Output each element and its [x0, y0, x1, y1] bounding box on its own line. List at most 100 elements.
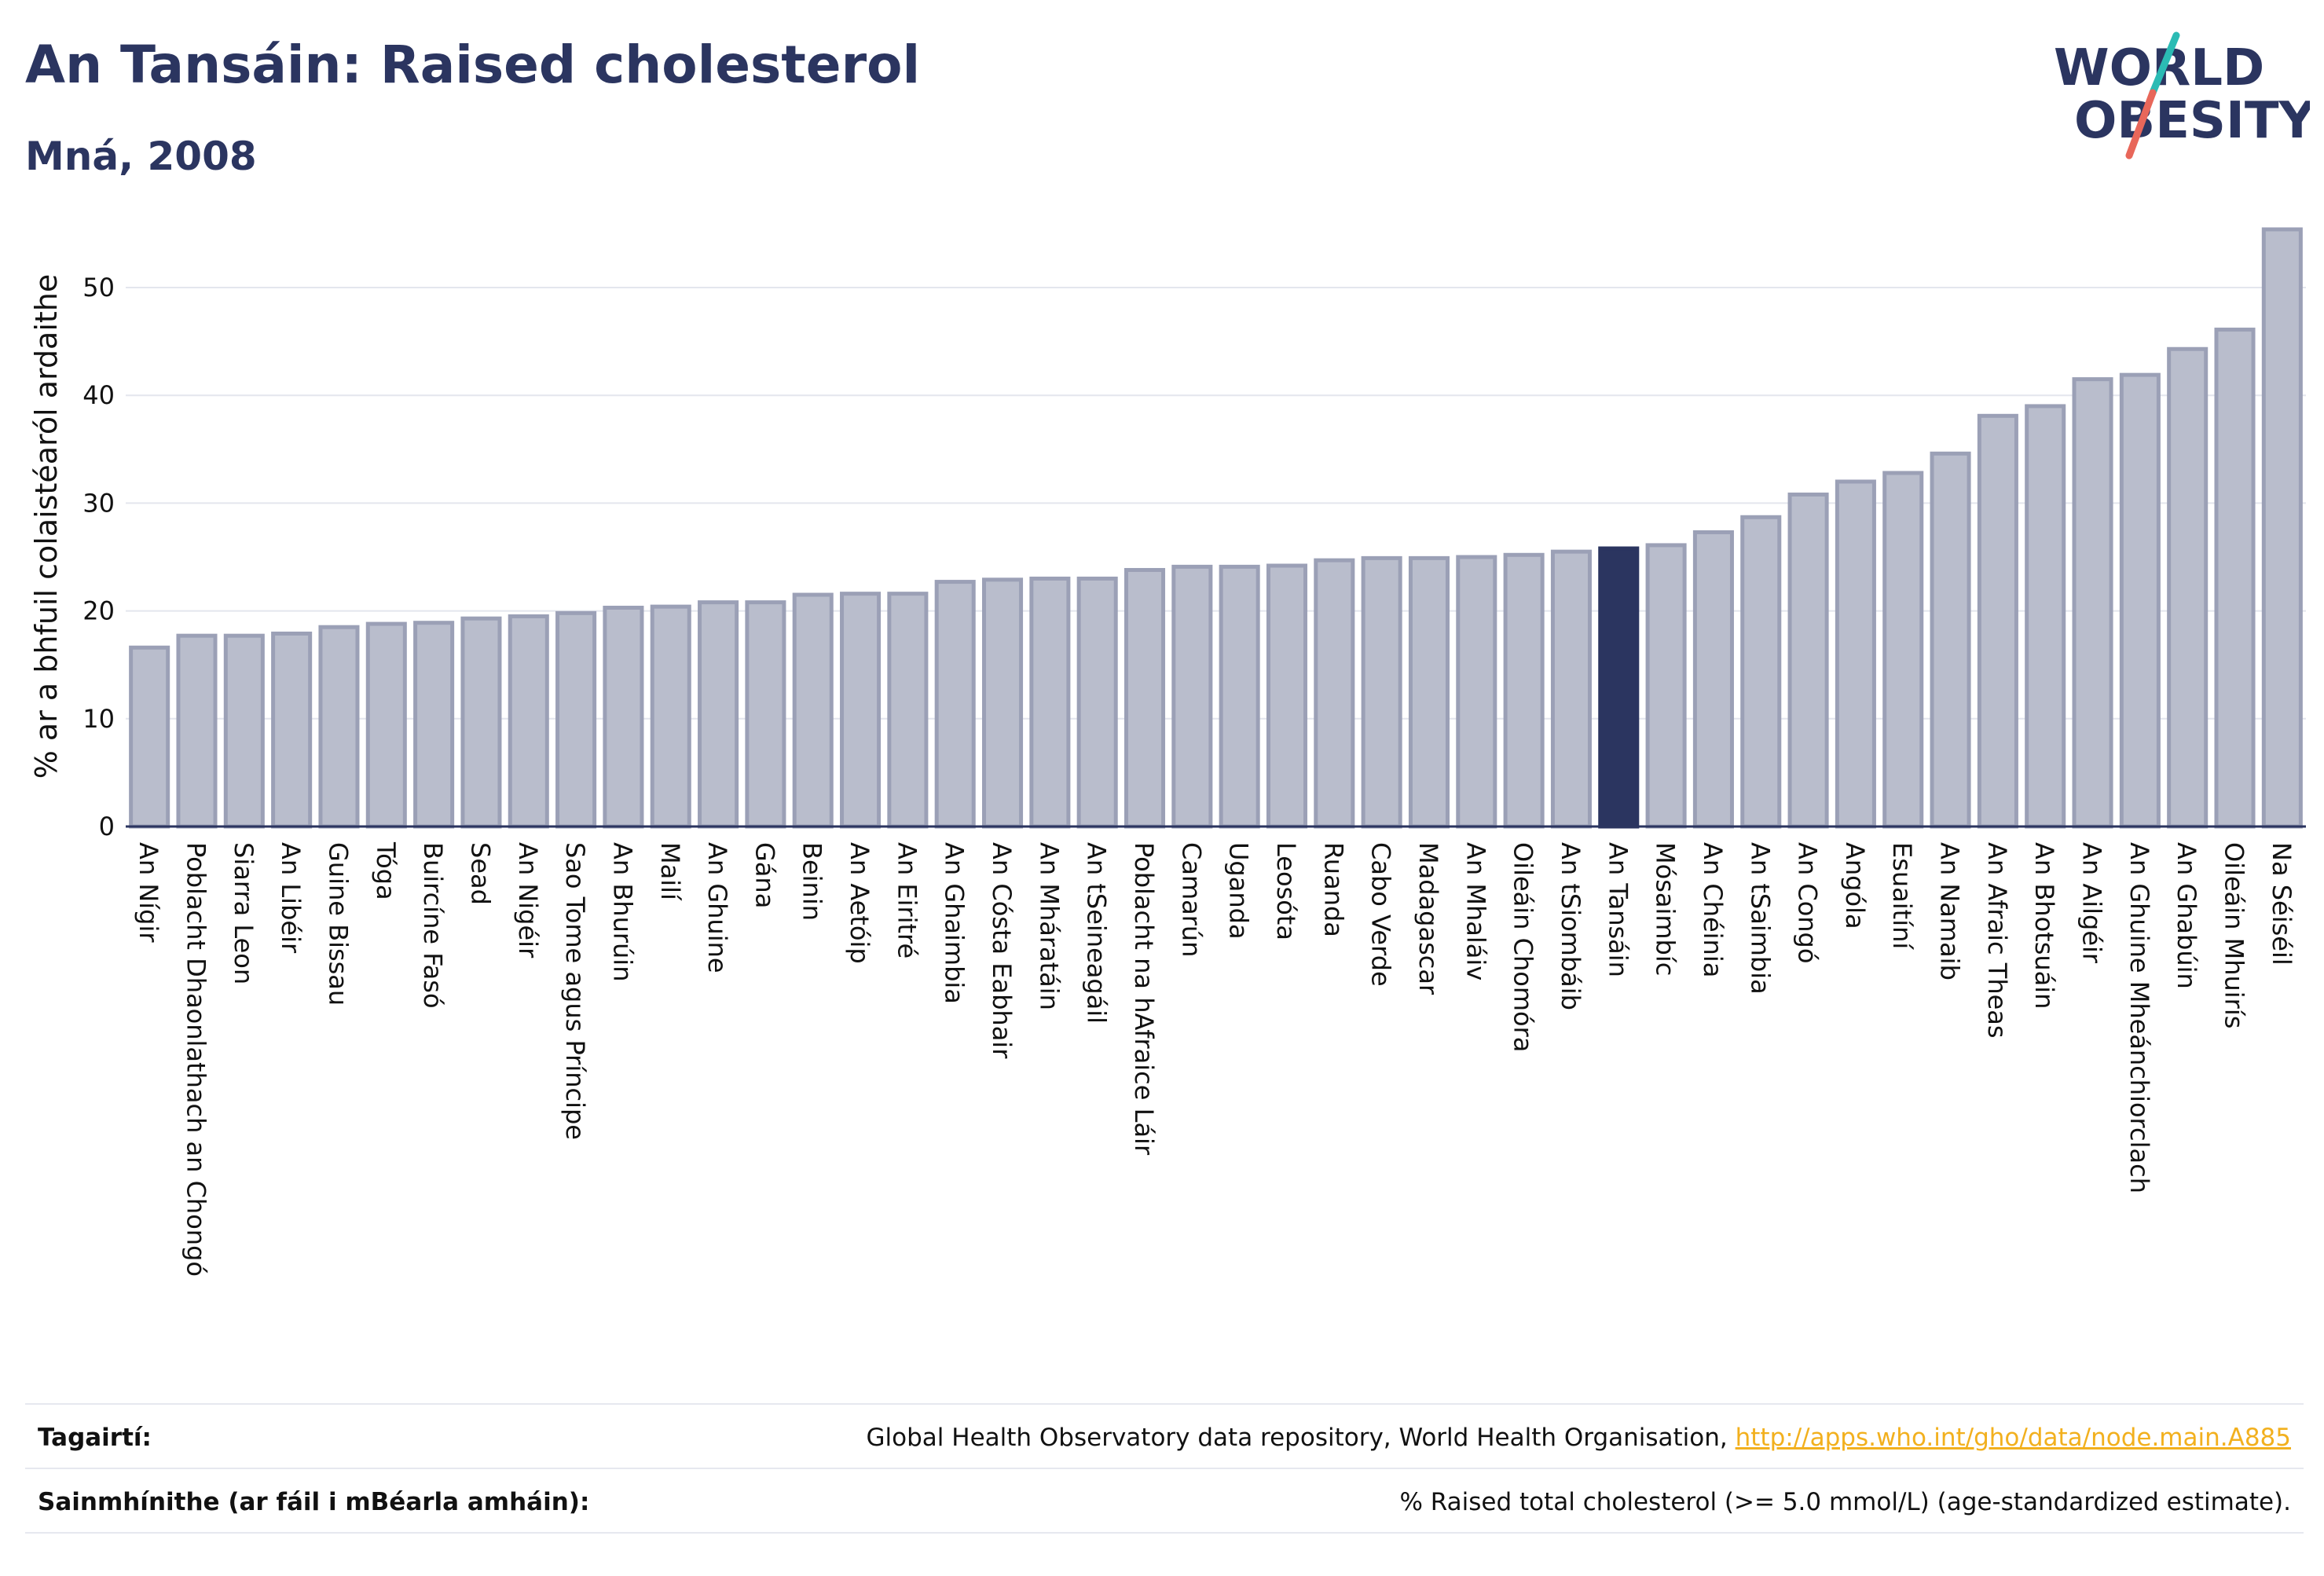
- definitions-label: Sainmhínithe (ar fáil i mBéarla amháin):: [38, 1488, 590, 1516]
- x-tick-label: Tóga: [371, 841, 401, 900]
- world-obesity-logo[interactable]: WORLD OBESITY: [2043, 31, 2310, 165]
- bar[interactable]: [603, 605, 644, 829]
- bar[interactable]: [698, 600, 739, 829]
- bar[interactable]: [745, 600, 786, 829]
- bar[interactable]: [840, 592, 882, 829]
- bar[interactable]: [1029, 576, 1071, 829]
- footer-divider-middle: [25, 1468, 2304, 1469]
- x-tick-label: Uganda: [1224, 842, 1254, 940]
- bar[interactable]: [1930, 451, 1971, 829]
- y-tick-label: 0: [99, 812, 115, 841]
- x-tick-label: An Ghuine Mheánchiorclach: [2124, 842, 2154, 1193]
- y-tick-label: 30: [82, 488, 115, 518]
- x-tick-label: An Bhotsuáin: [2029, 842, 2059, 1009]
- logo-slash-bottom: [2125, 89, 2157, 159]
- x-tick-label: An Ailgéir: [2077, 842, 2107, 964]
- bar[interactable]: [271, 631, 313, 829]
- references-label: Tagairtí:: [38, 1424, 152, 1452]
- x-tick-label: Madagascar: [1413, 842, 1443, 995]
- bar[interactable]: [1266, 563, 1308, 829]
- x-tick-label: An Cósta Eabhair: [987, 842, 1017, 1059]
- x-tick-label: Cabo Verde: [1366, 842, 1396, 987]
- x-tick-label: An Tansáin: [1603, 842, 1633, 977]
- x-axis: An Nígir Poblacht Dhaonlathach an Chongó S…: [126, 825, 2306, 1277]
- x-tick-label: An Mhaláiv: [1461, 842, 1490, 980]
- bar[interactable]: [934, 580, 976, 829]
- bar[interactable]: [2119, 372, 2161, 829]
- x-tick-label: Ruanda: [1318, 842, 1348, 937]
- bar[interactable]: [1361, 555, 1402, 829]
- bar[interactable]: [1219, 564, 1260, 829]
- bar[interactable]: [887, 592, 929, 829]
- bar[interactable]: [1740, 515, 1782, 829]
- bar[interactable]: [1124, 567, 1166, 829]
- references-value: Global Health Observatory data repositor…: [867, 1424, 2291, 1452]
- bar[interactable]: [2025, 404, 2066, 829]
- x-tick-label: An Chéinia: [1698, 842, 1728, 977]
- x-tick-label: An Nígir: [134, 842, 163, 943]
- chart-subtitle: Mná, 2008: [25, 134, 257, 179]
- bar[interactable]: [982, 577, 1024, 829]
- bar[interactable]: [2214, 328, 2256, 829]
- x-tick-label: An Congó: [1793, 842, 1823, 963]
- chart-title: An Tansáin: Raised cholesterol: [25, 35, 921, 95]
- x-tick-label: Poblacht na hAfraice Láir: [1129, 842, 1159, 1156]
- y-axis-label: % ar a bhfuil colaistéaról ardaithe: [29, 274, 64, 779]
- x-tick-label: Angóla: [1840, 842, 1870, 929]
- x-tick-label: An tSeineagáil: [1082, 842, 1112, 1024]
- bar[interactable]: [460, 616, 502, 829]
- bar[interactable]: [1456, 555, 1497, 829]
- x-tick-label: Guine Bissau: [323, 842, 353, 1006]
- bars: [129, 227, 2303, 829]
- footer-divider-bottom: [25, 1532, 2304, 1534]
- bar[interactable]: [1076, 576, 1118, 829]
- bar[interactable]: [792, 592, 834, 829]
- x-tick-label: An Bhurúin: [607, 842, 637, 981]
- bar[interactable]: [1882, 471, 1924, 829]
- bar[interactable]: [413, 621, 455, 829]
- bar[interactable]: [1977, 413, 2018, 829]
- references-link[interactable]: http://apps.who.int/gho/data/node.main.A…: [1735, 1424, 2291, 1452]
- bar[interactable]: [1171, 564, 1213, 829]
- x-tick-label: An Afraic Theas: [1982, 842, 2012, 1039]
- x-tick-label: Buircíne Fasó: [418, 842, 448, 1009]
- x-tick-label: Leosóta: [1271, 842, 1301, 940]
- bar[interactable]: [1787, 492, 1829, 829]
- x-tick-label: Na Séiséil: [2267, 842, 2297, 966]
- x-tick-label: An Ghuine: [702, 842, 732, 973]
- bar[interactable]: [508, 614, 549, 829]
- x-tick-label: Beinin: [797, 842, 827, 921]
- bar-chart: 0 10 20 30 40 50 An Nígir Poblacht Dhaonlathac…: [29, 227, 2306, 1277]
- bar[interactable]: [365, 621, 407, 829]
- bar[interactable]: [1314, 558, 1355, 829]
- x-tick-label: An Aetóip: [845, 842, 874, 964]
- x-tick-label: Gána: [750, 842, 779, 908]
- bar[interactable]: [2261, 227, 2303, 829]
- bar[interactable]: [1408, 555, 1450, 829]
- bar[interactable]: [1550, 549, 1592, 829]
- bar[interactable]: [176, 633, 218, 829]
- x-tick-label: An Namaib: [1935, 842, 1965, 980]
- x-tick-label: An Mháratáin: [1034, 842, 1064, 1010]
- bar[interactable]: [1692, 530, 1734, 829]
- bar[interactable]: [1835, 479, 1876, 829]
- bar-highlighted[interactable]: [1598, 546, 1640, 829]
- y-axis: 0 10 20 30 40 50: [82, 273, 115, 841]
- x-tick-label: An Ghabúin: [2172, 842, 2201, 989]
- bar[interactable]: [2072, 377, 2113, 829]
- x-tick-label: An tSiombáib: [1556, 842, 1585, 1010]
- x-tick-label: Sao Tome agus Príncipe: [560, 842, 590, 1140]
- bar[interactable]: [1503, 552, 1545, 829]
- x-tick-label: Mailí: [655, 842, 685, 901]
- y-tick-label: 50: [82, 273, 115, 302]
- bar[interactable]: [318, 625, 360, 829]
- bar[interactable]: [555, 610, 597, 829]
- x-tick-label: An Libéir: [276, 842, 306, 954]
- bar[interactable]: [223, 633, 265, 829]
- bar[interactable]: [1645, 543, 1687, 829]
- y-tick-label: 10: [82, 704, 115, 734]
- bar[interactable]: [129, 645, 170, 829]
- references-text: Global Health Observatory data repositor…: [866, 1424, 1736, 1452]
- bar[interactable]: [650, 604, 691, 829]
- bar[interactable]: [2167, 346, 2209, 829]
